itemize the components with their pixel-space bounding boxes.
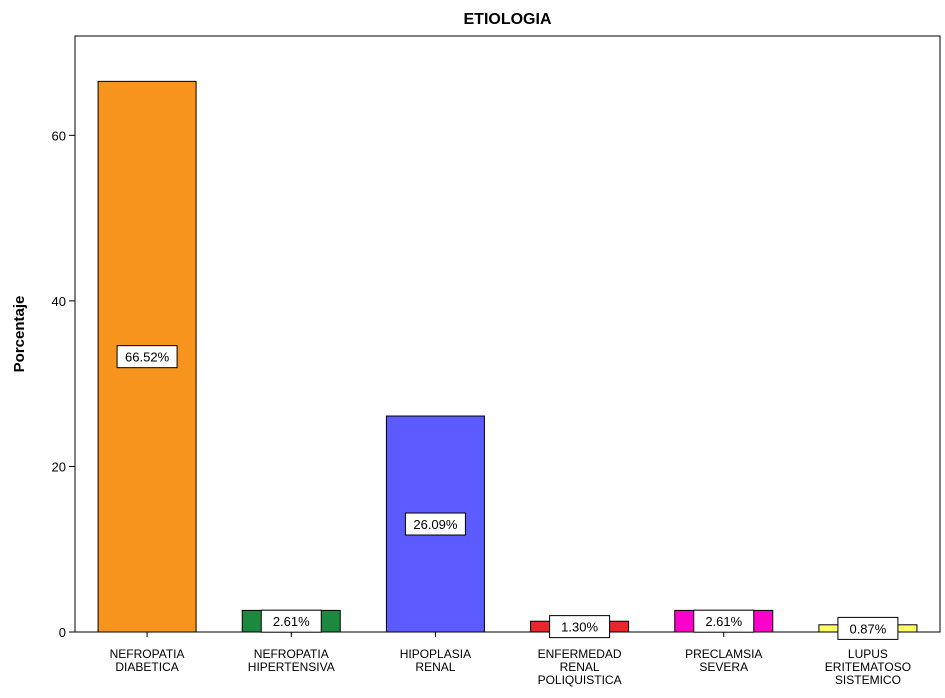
data-label-box	[549, 615, 611, 639]
y-tick-label: 40	[52, 294, 66, 309]
x-tick-label-line: PRECLAMSIA	[685, 647, 762, 661]
data-label: 2.61%	[693, 609, 755, 633]
y-tick-label: 0	[59, 625, 66, 640]
x-tick-label: HIPOPLASIA RENAL	[400, 647, 471, 674]
y-axis: 0 20 40 60	[52, 128, 75, 640]
x-tick-label: LUPUS ERITEMATOSO SISTEMICO	[825, 647, 911, 687]
x-tick-label-line: LUPUS	[848, 647, 888, 661]
x-tick-label-line: ERITEMATOSO	[825, 660, 911, 674]
x-tick-label: NEFROPATIA HIPERTENSIVA	[248, 647, 335, 674]
data-label-box	[693, 609, 755, 633]
data-label-box	[404, 512, 466, 536]
x-tick-label-line: HIPERTENSIVA	[248, 660, 335, 674]
data-label-box	[837, 616, 899, 640]
y-axis-label: Porcentaje	[11, 296, 28, 373]
data-label-text: 2.61%	[705, 614, 742, 629]
data-label: 26.09%	[404, 512, 466, 536]
data-label: 1.30%	[549, 615, 611, 639]
y-tick-label: 60	[52, 128, 66, 143]
chart-title: ETIOLOGIA	[464, 11, 552, 28]
data-label: 2.61%	[260, 609, 322, 633]
x-tick-label: ENFERMEDAD RENAL POLIQUISTICA	[538, 647, 622, 687]
y-tick-label: 20	[52, 459, 66, 474]
x-tick-label-line: SISTEMICO	[835, 673, 901, 687]
x-tick-label-line: NEFROPATIA	[254, 647, 329, 661]
x-tick-label-line: ENFERMEDAD	[538, 647, 622, 661]
x-tick-label-line: DIABETICA	[115, 660, 178, 674]
data-label-text: 2.61%	[273, 614, 310, 629]
bars-group	[97, 80, 918, 633]
data-label: 0.87%	[837, 616, 899, 640]
x-tick-label-line: HIPOPLASIA	[400, 647, 471, 661]
x-tick-label-line: SEVERA	[699, 660, 748, 674]
x-tick-label: NEFROPATIA DIABETICA	[110, 647, 185, 674]
x-tick-label-line: RENAL	[560, 660, 600, 674]
data-label-text: 26.09%	[413, 517, 458, 532]
data-label-box	[260, 609, 322, 633]
data-label: 66.52%	[116, 345, 178, 369]
data-label-box	[116, 345, 178, 369]
x-tick-label-line: RENAL	[415, 660, 455, 674]
data-label-text: 1.30%	[561, 620, 598, 635]
x-tick-label: PRECLAMSIA SEVERA	[685, 647, 762, 674]
x-tick-label-line: POLIQUISTICA	[538, 673, 622, 687]
plot-area-frame	[74, 35, 941, 633]
x-tick-label-line: NEFROPATIA	[110, 647, 185, 661]
data-label-text: 0.87%	[849, 621, 886, 636]
data-labels-group: 66.52% 2.61% 26.09% 1.30% 2.61% 0.87%	[116, 345, 899, 640]
data-label-text: 66.52%	[125, 350, 170, 365]
